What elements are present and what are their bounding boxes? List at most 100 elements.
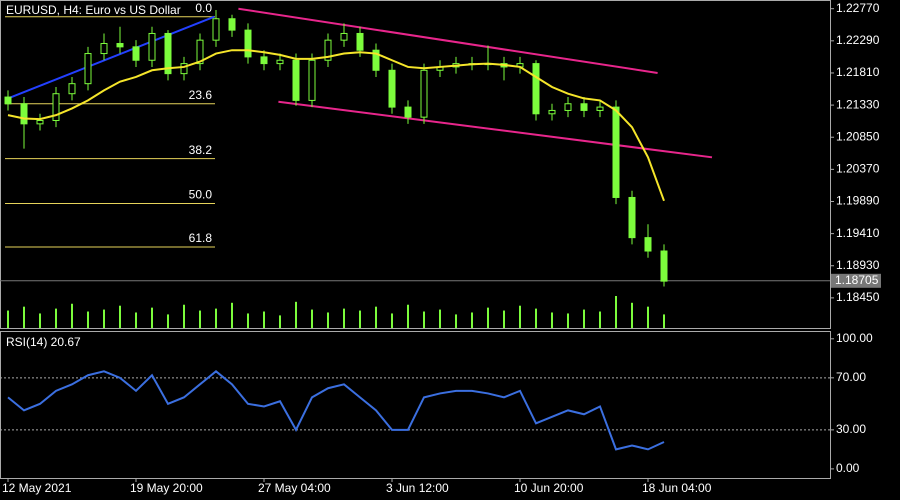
- candle-body: [388, 69, 396, 108]
- y-tick-label: 1.19410: [836, 226, 880, 240]
- volume-bar: [263, 311, 265, 328]
- candle-body: [84, 53, 92, 85]
- x-tick-label: 12 May 2021: [2, 481, 72, 495]
- candle-body: [324, 39, 332, 61]
- rsi-line: [7, 370, 665, 451]
- y-tick-label: 1.22770: [836, 1, 880, 15]
- candle-body: [228, 18, 236, 31]
- candle-body: [308, 59, 316, 101]
- candle-body: [244, 29, 252, 58]
- y-tick-label: 1.22290: [836, 33, 880, 47]
- volume-bar: [535, 308, 537, 328]
- candle-body: [4, 96, 12, 105]
- last-price-label: 1.18705: [835, 273, 879, 287]
- volume-bar: [551, 312, 553, 328]
- candle-body: [148, 32, 156, 61]
- volume-bar: [183, 304, 185, 328]
- fib-label: 38.2: [189, 143, 213, 157]
- volume-bar: [23, 306, 25, 328]
- rsi-y-tick-label: 30.00: [836, 422, 866, 436]
- y-tick-label: 1.21810: [836, 65, 880, 79]
- candle-body: [260, 56, 268, 65]
- candle-body: [628, 196, 636, 239]
- volume-bar: [503, 310, 505, 328]
- candle-body: [372, 49, 380, 71]
- volume-bar: [519, 305, 521, 328]
- fib-label: 0.0: [195, 1, 212, 15]
- chart-title: EURUSD, H4: Euro vs US Dollar: [6, 3, 181, 17]
- volume-bar: [455, 314, 457, 328]
- candle-body: [180, 63, 188, 75]
- y-tick-label: 1.19890: [836, 194, 880, 208]
- y-tick-label: 1.18450: [836, 290, 880, 304]
- volume-bar: [215, 308, 217, 328]
- fib-label: 50.0: [189, 188, 213, 202]
- rsi-y-tick-label: 70.00: [836, 370, 866, 384]
- volume-bar: [487, 307, 489, 328]
- candle-body: [660, 250, 668, 282]
- volume-bar: [167, 314, 169, 328]
- fib-label: 23.6: [189, 88, 213, 102]
- volume-bar: [647, 306, 649, 328]
- candle-body: [340, 32, 348, 41]
- last-price-box: [831, 273, 881, 288]
- volume-bar: [615, 296, 617, 328]
- volume-bar: [279, 315, 281, 328]
- y-tick-label: 1.20370: [836, 162, 880, 176]
- volume-bar: [343, 308, 345, 328]
- candle-body: [420, 69, 428, 118]
- candle-body: [548, 109, 556, 115]
- volume-bar: [471, 312, 473, 328]
- x-tick-label: 3 Jun 12:00: [386, 481, 449, 495]
- rsi-y-tick-label: 100.00: [836, 331, 873, 345]
- rsi-label: RSI(14) 20.67: [6, 335, 81, 349]
- moving-average: [7, 49, 665, 202]
- volume-bar: [135, 312, 137, 328]
- volume-bar: [583, 309, 585, 328]
- x-tick-label: 27 May 04:00: [258, 481, 331, 495]
- y-tick-label: 1.18930: [836, 258, 880, 272]
- candle-body: [164, 32, 172, 75]
- candle-body: [644, 237, 652, 252]
- volume-bar: [599, 311, 601, 328]
- volume-bar: [375, 306, 377, 328]
- volume-bar: [151, 307, 153, 328]
- candle-body: [564, 103, 572, 111]
- candle-body: [276, 59, 284, 65]
- candle-body: [212, 18, 220, 41]
- volume-bar: [391, 313, 393, 328]
- trendline: [4, 15, 215, 101]
- volume-bar: [407, 304, 409, 328]
- volume-bar: [231, 302, 233, 328]
- candle-body: [532, 63, 540, 115]
- fib-label: 61.8: [189, 231, 213, 245]
- volume-bar: [439, 309, 441, 328]
- candle-body: [52, 93, 60, 121]
- volume-bar: [311, 309, 313, 328]
- volume-bar: [7, 310, 9, 328]
- volume-bar: [247, 313, 249, 328]
- x-tick-label: 10 Jun 20:00: [514, 481, 584, 495]
- x-tick-label: 19 May 20:00: [130, 481, 203, 495]
- volume-bar: [55, 308, 57, 328]
- candle-body: [612, 106, 620, 198]
- candle-body: [580, 103, 588, 111]
- candle-body: [20, 103, 28, 125]
- candle-body: [132, 46, 140, 61]
- volume-bar: [39, 313, 41, 328]
- volume-bar: [631, 302, 633, 328]
- volume-bar: [103, 309, 105, 328]
- y-tick-label: 1.21330: [836, 97, 880, 111]
- volume-bar: [71, 303, 73, 328]
- volume-bar: [423, 311, 425, 328]
- rsi-y-tick-label: 0.00: [836, 461, 860, 475]
- volume-bar: [567, 313, 569, 328]
- candle-body: [596, 106, 604, 111]
- candle-body: [116, 43, 124, 48]
- candle-body: [100, 43, 108, 55]
- trendline: [238, 7, 658, 74]
- candle-body: [356, 32, 364, 51]
- volume-bar: [87, 311, 89, 328]
